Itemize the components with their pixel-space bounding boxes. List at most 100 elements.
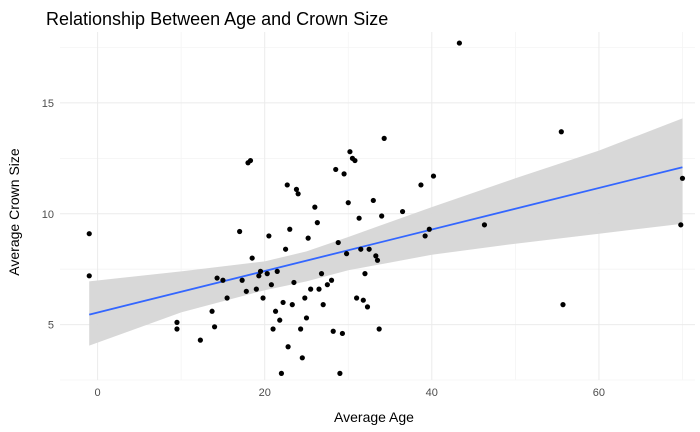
data-point [560,302,566,308]
data-point [272,308,279,314]
data-point [303,315,310,321]
data-point [481,222,488,228]
data-point [343,251,350,257]
y-tick-label: 5 [48,320,54,332]
data-point [295,191,301,197]
y-axis-ticks: 5 10 15 [42,98,54,332]
data-point [243,288,249,294]
plot-panel [60,32,695,381]
data-point [285,344,291,350]
data-point [418,182,424,188]
data-point [364,304,371,310]
data-point [430,173,437,179]
data-point [345,200,351,206]
data-point [366,246,372,252]
data-point [239,277,245,283]
x-tick-label: 0 [95,387,101,399]
confidence-band [89,118,683,346]
data-point [354,295,360,301]
data-point [268,282,274,288]
data-point [253,286,259,292]
data-point [299,355,305,361]
data-point [358,246,364,252]
fit-line-layer [89,166,683,316]
data-point [339,330,346,337]
data-point [335,239,341,246]
data-point [360,297,366,303]
data-point [337,370,343,376]
data-point [316,286,322,292]
data-point [249,255,255,261]
x-tick-label: 60 [593,387,605,399]
data-point [284,182,290,188]
data-point [376,326,382,332]
data-point [558,129,564,135]
x-tick-label: 20 [259,387,271,399]
data-point [318,271,325,277]
data-point [278,370,285,376]
data-point [314,220,320,226]
data-point [320,302,326,308]
data-points [86,40,686,376]
data-point [260,295,266,301]
data-point [282,246,289,252]
data-point [305,235,311,241]
data-point [356,215,362,221]
data-point [362,271,368,277]
data-point [302,295,308,301]
x-axis-label: Average Age [334,409,414,425]
data-point [277,317,283,323]
data-point [679,175,686,181]
x-axis-ticks: 0 20 40 60 [95,387,606,399]
data-point [347,149,353,155]
data-point [86,231,92,237]
data-point [209,308,215,314]
chart-title: Relationship Between Age and Crown Size [46,9,388,29]
data-point [426,226,432,232]
x-tick-label: 40 [426,387,438,399]
data-point [293,186,300,192]
y-tick-label: 10 [42,209,54,221]
data-point [287,226,293,232]
data-point [270,326,276,332]
data-point [197,337,203,343]
data-point [298,326,304,332]
data-point [379,213,385,219]
data-point [456,40,462,46]
data-point [237,228,243,235]
data-point [399,208,406,215]
data-point [256,273,262,279]
y-tick-label: 15 [42,98,54,110]
data-point [86,273,92,279]
data-point [324,282,330,288]
data-point [280,299,286,306]
data-point [257,268,264,274]
data-point [220,277,226,283]
data-point [224,295,230,301]
data-point [214,275,220,281]
data-point [174,326,180,332]
data-point [422,233,428,239]
data-point [373,253,379,259]
data-point [247,157,254,164]
data-point [328,277,335,283]
data-point [352,157,358,164]
data-point [381,135,387,141]
data-point [370,197,376,204]
data-point [374,257,381,263]
data-point [289,302,295,308]
data-point [274,268,280,274]
data-point [266,233,272,239]
data-point [678,222,684,228]
data-point [333,166,339,173]
regression-line [89,166,683,316]
data-point [291,279,297,286]
data-point [211,324,218,330]
minor-gridlines [60,32,695,381]
y-axis-label: Average Crown Size [6,148,22,276]
data-point [264,271,270,277]
data-point [308,286,314,292]
data-point [174,319,180,325]
data-point [312,204,318,210]
